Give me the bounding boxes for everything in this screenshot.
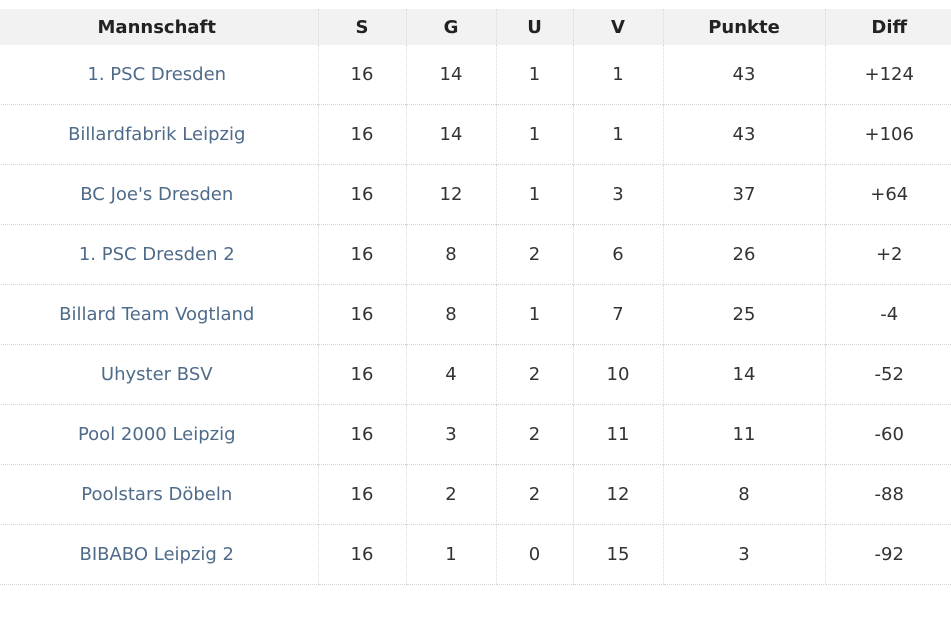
draws-cell: 2 — [495, 344, 573, 405]
points-cell: 37 — [662, 164, 825, 225]
team-link[interactable]: 1. PSC Dresden — [87, 64, 227, 85]
draws-cell: 2 — [495, 464, 573, 525]
wins-cell: 14 — [405, 45, 496, 105]
diff-cell: +106 — [824, 104, 951, 165]
wins-cell: 1 — [405, 524, 496, 585]
team-cell: 1. PSC Dresden — [0, 45, 318, 105]
team-cell: Uhyster BSV — [0, 344, 318, 405]
diff-cell: -60 — [824, 404, 951, 465]
team-cell: Billard Team Vogtland — [0, 284, 318, 345]
header-team: Mannschaft — [0, 9, 318, 45]
points-cell: 11 — [662, 404, 825, 465]
wins-cell: 3 — [405, 404, 496, 465]
table-row: Poolstars Döbeln 16 2 2 12 8 -88 — [0, 464, 951, 525]
header-wins: G — [405, 9, 496, 45]
table-row: Uhyster BSV 16 4 2 10 14 -52 — [0, 344, 951, 405]
points-cell: 8 — [662, 464, 825, 525]
header-diff: Diff — [824, 9, 951, 45]
wins-cell: 2 — [405, 464, 496, 525]
played-cell: 16 — [317, 404, 406, 465]
team-link[interactable]: BC Joe's Dresden — [80, 184, 234, 205]
team-link[interactable]: Billardfabrik Leipzig — [68, 124, 246, 145]
points-cell: 43 — [662, 45, 825, 105]
draws-cell: 1 — [495, 284, 573, 345]
draws-cell: 1 — [495, 104, 573, 165]
played-cell: 16 — [317, 224, 406, 285]
wins-cell: 12 — [405, 164, 496, 225]
draws-cell: 2 — [495, 404, 573, 465]
diff-cell: -92 — [824, 524, 951, 585]
table-row: 1. PSC Dresden 16 14 1 1 43 +124 — [0, 45, 951, 105]
header-losses: V — [572, 9, 663, 45]
losses-cell: 11 — [572, 404, 663, 465]
losses-cell: 6 — [572, 224, 663, 285]
points-cell: 26 — [662, 224, 825, 285]
team-link[interactable]: Billard Team Vogtland — [59, 304, 255, 325]
losses-cell: 3 — [572, 164, 663, 225]
diff-cell: -4 — [824, 284, 951, 345]
team-link[interactable]: Pool 2000 Leipzig — [77, 424, 236, 445]
points-cell: 25 — [662, 284, 825, 345]
diff-cell: +124 — [824, 45, 951, 105]
wins-cell: 14 — [405, 104, 496, 165]
header-played: S — [317, 9, 406, 45]
team-cell: Poolstars Döbeln — [0, 464, 318, 525]
points-cell: 14 — [662, 344, 825, 405]
played-cell: 16 — [317, 104, 406, 165]
team-cell: BIBABO Leipzig 2 — [0, 524, 318, 585]
team-link[interactable]: BIBABO Leipzig 2 — [79, 544, 234, 565]
diff-cell: -52 — [824, 344, 951, 405]
team-link[interactable]: 1. PSC Dresden 2 — [78, 244, 235, 265]
team-link[interactable]: Uhyster BSV — [100, 364, 213, 385]
team-cell: BC Joe's Dresden — [0, 164, 318, 225]
draws-cell: 1 — [495, 164, 573, 225]
played-cell: 16 — [317, 45, 406, 105]
table-row: Pool 2000 Leipzig 16 3 2 11 11 -60 — [0, 404, 951, 465]
draws-cell: 1 — [495, 45, 573, 105]
table-row: 1. PSC Dresden 2 16 8 2 6 26 +2 — [0, 224, 951, 285]
played-cell: 16 — [317, 464, 406, 525]
team-cell: Pool 2000 Leipzig — [0, 404, 318, 465]
diff-cell: +2 — [824, 224, 951, 285]
losses-cell: 7 — [572, 284, 663, 345]
losses-cell: 15 — [572, 524, 663, 585]
played-cell: 16 — [317, 284, 406, 345]
draws-cell: 2 — [495, 224, 573, 285]
table-header: Mannschaft S G U V Punkte Diff — [0, 9, 951, 45]
wins-cell: 4 — [405, 344, 496, 405]
table-body: 1. PSC Dresden 16 14 1 1 43 +124 Billard… — [0, 45, 951, 585]
standings-table: Mannschaft S G U V Punkte Diff 1. PSC Dr… — [0, 9, 951, 585]
header-row: Mannschaft S G U V Punkte Diff — [0, 9, 951, 45]
team-link[interactable]: Poolstars Döbeln — [81, 484, 233, 505]
draws-cell: 0 — [495, 524, 573, 585]
team-cell: Billardfabrik Leipzig — [0, 104, 318, 165]
diff-cell: -88 — [824, 464, 951, 525]
played-cell: 16 — [317, 524, 406, 585]
played-cell: 16 — [317, 344, 406, 405]
team-cell: 1. PSC Dresden 2 — [0, 224, 318, 285]
points-cell: 3 — [662, 524, 825, 585]
played-cell: 16 — [317, 164, 406, 225]
table-row: BC Joe's Dresden 16 12 1 3 37 +64 — [0, 164, 951, 225]
wins-cell: 8 — [405, 224, 496, 285]
header-draws: U — [495, 9, 573, 45]
table-row: Billardfabrik Leipzig 16 14 1 1 43 +106 — [0, 104, 951, 165]
losses-cell: 1 — [572, 104, 663, 165]
table-row: BIBABO Leipzig 2 16 1 0 15 3 -92 — [0, 524, 951, 585]
losses-cell: 10 — [572, 344, 663, 405]
losses-cell: 1 — [572, 45, 663, 105]
losses-cell: 12 — [572, 464, 663, 525]
table-row: Billard Team Vogtland 16 8 1 7 25 -4 — [0, 284, 951, 345]
wins-cell: 8 — [405, 284, 496, 345]
points-cell: 43 — [662, 104, 825, 165]
diff-cell: +64 — [824, 164, 951, 225]
header-points: Punkte — [662, 9, 825, 45]
